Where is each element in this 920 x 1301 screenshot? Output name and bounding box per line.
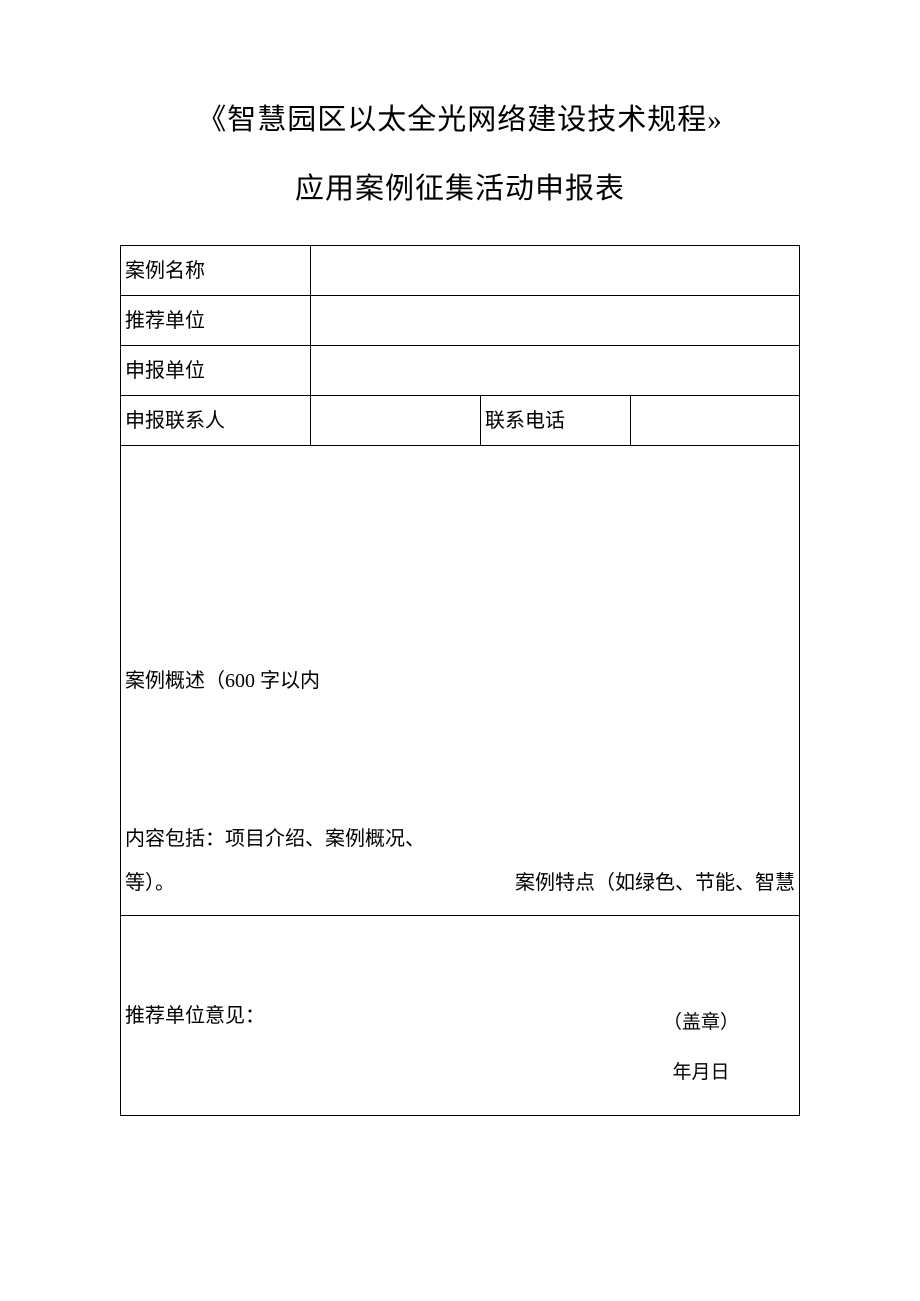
cell-case-overview[interactable]: 案例概述（600 字以内 内容包括：项目介绍、案例概况、 等）。 案例特点（如绿… [121, 446, 800, 916]
label-contact-phone: 联系电话 [481, 396, 631, 446]
value-case-name[interactable] [311, 246, 800, 296]
value-recommend-unit[interactable] [311, 296, 800, 346]
overview-content-hint: 内容包括：项目介绍、案例概况、 等）。 案例特点（如绿色、节能、智慧 [125, 817, 795, 905]
row-apply-unit: 申报单位 [121, 346, 800, 396]
row-contact: 申报联系人 联系电话 [121, 396, 800, 446]
value-contact-phone[interactable] [631, 396, 800, 446]
overview-hint-line1: 内容包括：项目介绍、案例概况、 [125, 817, 795, 861]
cell-recommend-opinion[interactable]: 推荐单位意见： （盖章） 年月日 [121, 916, 800, 1116]
row-case-overview: 案例概述（600 字以内 内容包括：项目介绍、案例概况、 等）。 案例特点（如绿… [121, 446, 800, 916]
value-contact-person[interactable] [311, 396, 481, 446]
label-apply-unit: 申报单位 [121, 346, 311, 396]
label-case-name: 案例名称 [121, 246, 311, 296]
document-title-line-2: 应用案例征集活动申报表 [120, 169, 800, 210]
label-recommend-unit: 推荐单位 [121, 296, 311, 346]
stamp-text: （盖章） [663, 998, 739, 1047]
overview-hint-line2-right: 案例特点（如绿色、节能、智慧 [515, 861, 795, 905]
row-recommend-opinion: 推荐单位意见： （盖章） 年月日 [121, 916, 800, 1116]
application-form-table: 案例名称 推荐单位 申报单位 申报联系人 联系电话 案例概述（600 字以内 内… [120, 245, 800, 1116]
label-contact-person: 申报联系人 [121, 396, 311, 446]
stamp-date-block: （盖章） 年月日 [663, 998, 739, 1097]
date-text: 年月日 [663, 1048, 739, 1097]
overview-header: 案例概述（600 字以内 [125, 666, 795, 696]
overview-hint-line2: 等）。 案例特点（如绿色、节能、智慧 [125, 861, 795, 905]
value-apply-unit[interactable] [311, 346, 800, 396]
document-title-line-1: 《智慧园区以太全光网络建设技术规程» [120, 100, 800, 141]
row-case-name: 案例名称 [121, 246, 800, 296]
row-recommend-unit: 推荐单位 [121, 296, 800, 346]
overview-hint-line2-left: 等）。 [125, 861, 175, 905]
